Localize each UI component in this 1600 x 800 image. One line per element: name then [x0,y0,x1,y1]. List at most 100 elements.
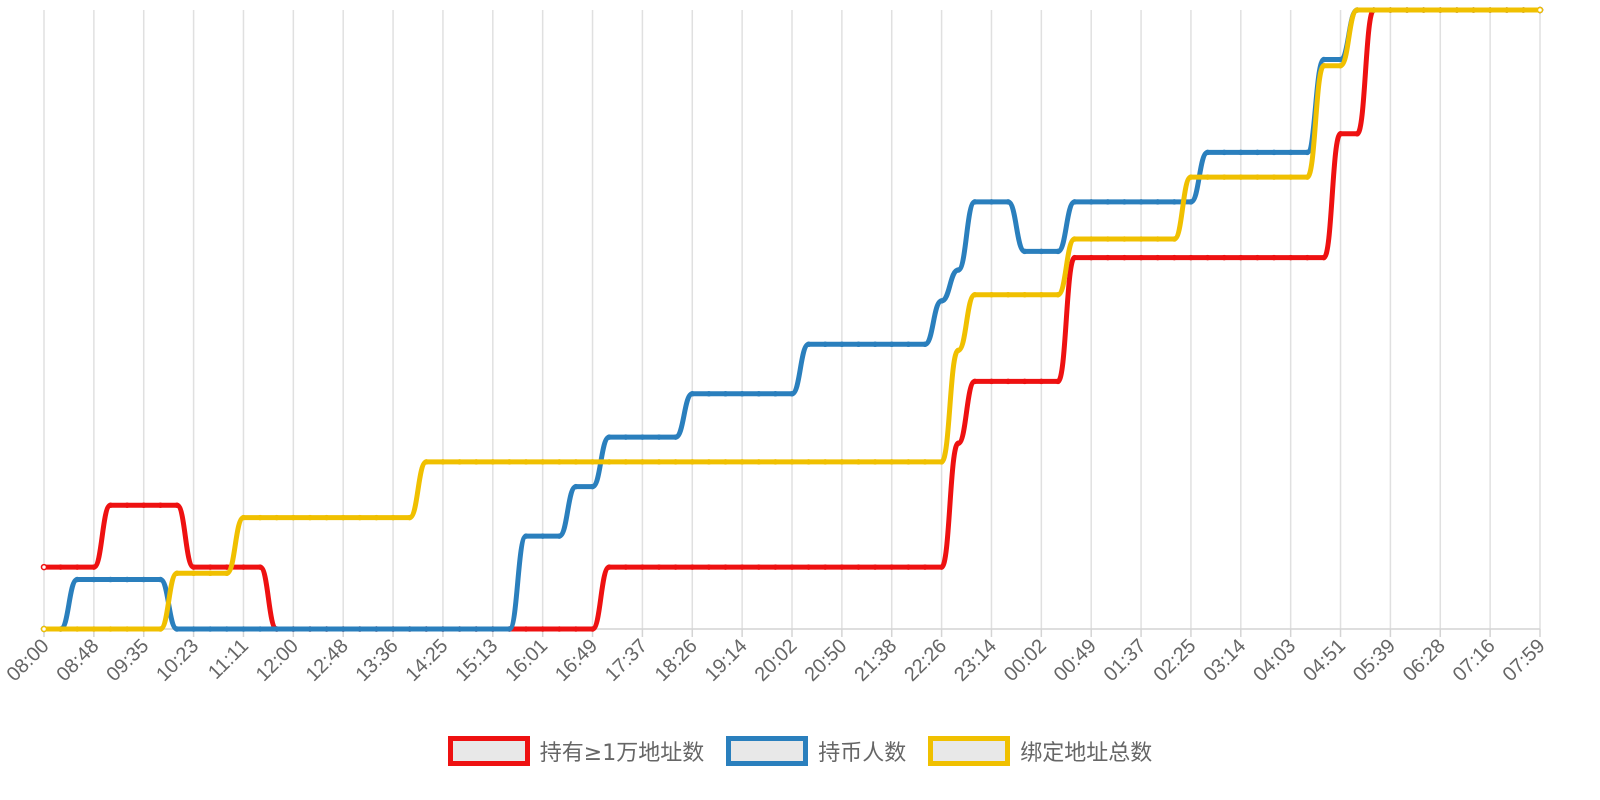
series-1-point [1138,254,1144,261]
series-2-point [124,576,130,583]
series-3-point [1021,291,1028,298]
series-1-point [1105,254,1111,261]
x-tick-label: 05:39 [1349,635,1400,686]
legend-label-2: 持币人数 [818,741,907,766]
series-1-point [523,626,529,632]
series-1-point [1121,254,1128,261]
series-3-point [656,459,662,465]
series-1-point [756,564,762,570]
series-2-point [938,298,945,304]
series-1-point [140,502,147,508]
legend-swatch-1 [447,736,530,766]
series-3-point [390,514,396,521]
series-1-point [1204,254,1211,261]
series-3-point [1536,6,1544,14]
series-1-point [1021,378,1028,385]
x-tick-label: 13:36 [352,635,403,686]
series-2-point [955,267,961,273]
x-tick-label: 17:37 [601,635,652,686]
series-2-point [490,626,496,632]
series-3-point [1055,291,1061,298]
series-3-point [1487,7,1493,13]
series-2-point [1154,199,1161,205]
series-2-point [672,434,679,440]
series-3-point [556,459,563,465]
series-1-point [1038,378,1045,385]
series-1-point [722,564,729,570]
series-3-point [1371,7,1377,13]
series-3-point [839,459,845,465]
series-2-point [988,199,995,205]
x-tick-label: 04:51 [1299,635,1350,686]
series-3-point [772,459,779,465]
series-2-point [323,626,330,632]
grid-lines [43,10,1541,629]
series-1-point [623,564,629,570]
x-tick-label: 00:02 [1000,635,1051,686]
series-1-point [1321,254,1327,261]
series-2-point [606,434,612,440]
series-2-point [1221,149,1227,156]
x-tick-label: 15:13 [451,635,502,686]
series-1-point [1221,254,1227,261]
series-1-point [1188,254,1194,261]
x-tick-label: 16:01 [501,635,552,686]
series-1-point [938,564,945,570]
series-3-point [872,459,878,465]
legend-label-1: 持有≥1万地址数 [539,741,705,766]
series-1-point [74,564,80,570]
series-1-point [822,564,828,570]
series-3-point [1171,236,1178,242]
series-2-point [1204,149,1211,156]
legend-item-2[interactable]: 持币人数 [726,735,906,767]
series-3-point [1504,7,1510,13]
series-2-point [822,341,828,348]
series-2-point [1088,199,1094,205]
x-tick-label: 22:26 [900,635,951,686]
series-1-point [1088,254,1094,261]
series-3-point [922,459,928,465]
series-2-point [772,391,779,397]
series-1-point [739,564,745,570]
x-tick-label: 23:14 [950,635,1001,686]
series-1-point [905,564,912,570]
series-1-point [240,564,247,570]
series-2-point [789,391,795,397]
x-tick-label: 04:03 [1249,635,1300,686]
series-3-point [1404,7,1410,13]
series-2-point [257,626,263,632]
series-1-point [1354,131,1360,137]
series-3-point [1520,7,1527,13]
series-2-point [639,434,646,440]
series-2-point [1188,199,1194,205]
series-3-point [606,459,612,465]
series-1-point [805,564,812,570]
series-2-point [1254,149,1261,156]
series-3-point [1437,7,1444,13]
legend-item-1[interactable]: 持有≥1万地址数 [447,735,705,767]
series-1-point [855,564,862,570]
series-3-point [456,459,463,465]
series-2-point [190,626,197,632]
series-3-point [290,514,297,521]
series-2-point [174,626,180,632]
series-2-point [273,626,280,632]
series-3-point [174,570,180,577]
legend-item-3[interactable]: 绑定地址总数 [928,735,1152,767]
series-2-point [922,341,928,348]
x-tick-label: 07:16 [1449,635,1500,686]
series-2-point [290,626,297,632]
series-2-point [1121,199,1128,205]
legend-swatch-2 [726,736,809,766]
series-2-point [905,341,912,348]
series-2-point [1271,149,1277,156]
series-2-point [756,391,762,397]
x-tick-label: 20:50 [800,635,851,686]
x-tick-label: 02:25 [1150,635,1201,686]
series-2-point [91,576,97,583]
series-1-point [57,564,64,570]
series-2-point [523,533,529,539]
series-2-point [556,533,563,539]
series-3-point [1088,236,1094,242]
series-2-point [107,576,114,583]
